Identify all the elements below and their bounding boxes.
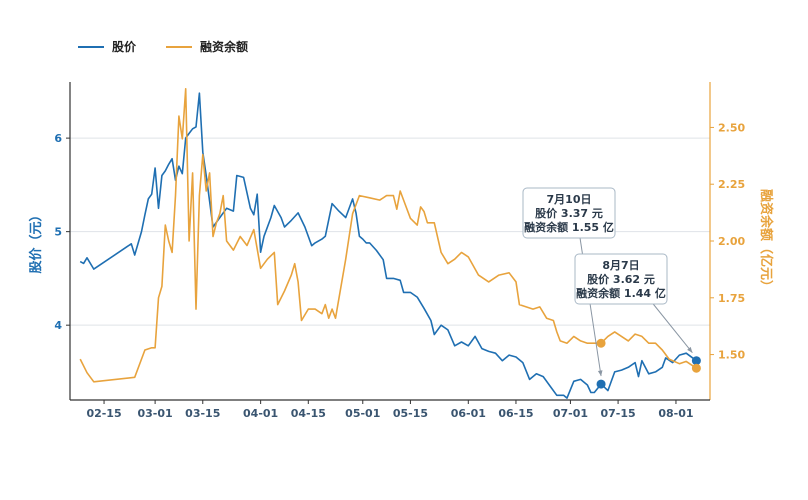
x-tick-label: 08-01 bbox=[658, 407, 693, 420]
annotation-text: 8月7日 bbox=[602, 259, 639, 272]
y-right-tick-label: 2.00 bbox=[718, 235, 745, 248]
x-tick-label: 05-01 bbox=[345, 407, 380, 420]
legend-item-margin: 融资余额 bbox=[166, 38, 248, 55]
y-right-tick-label: 1.75 bbox=[718, 292, 745, 305]
y-left-tick-label: 4 bbox=[54, 319, 62, 332]
series-line-price bbox=[79, 92, 697, 399]
annotation-text: 融资余额 1.44 亿 bbox=[576, 286, 666, 300]
x-tick-label: 06-01 bbox=[451, 407, 486, 420]
series-lines bbox=[79, 88, 697, 399]
y-axis-left-title: 股价（元） bbox=[28, 208, 44, 273]
x-tick-label: 04-15 bbox=[291, 407, 326, 420]
annotation-box bbox=[574, 253, 668, 305]
y-right-tick-label: 2.50 bbox=[718, 121, 745, 134]
legend-swatch-margin bbox=[166, 45, 193, 48]
x-tick-label: 06-15 bbox=[498, 407, 533, 420]
legend-item-price: 股价 bbox=[78, 38, 136, 55]
x-tick-label: 04-01 bbox=[243, 407, 278, 420]
y-right-tick-label: 2.25 bbox=[718, 178, 745, 191]
legend-swatch-price bbox=[78, 45, 104, 48]
x-tick-label: 02-15 bbox=[86, 407, 121, 420]
annotation-price-point bbox=[596, 379, 606, 389]
annotation-arrow-head bbox=[687, 346, 693, 353]
x-tick-label: 05-15 bbox=[393, 407, 428, 420]
legend: 股价 融资余额 bbox=[78, 38, 248, 55]
series-line-margin bbox=[79, 88, 697, 383]
annotation-text: 股价 3.62 元 bbox=[587, 273, 655, 286]
y-left-tick-label: 6 bbox=[54, 132, 62, 145]
annotation-arrow-head bbox=[597, 370, 603, 377]
x-tick-label: 07-01 bbox=[553, 407, 588, 420]
annotation-price-point bbox=[691, 356, 701, 366]
annotation-margin-point bbox=[596, 338, 606, 348]
y-left-tick-label: 5 bbox=[54, 226, 62, 239]
annotation-text: 7月10日 bbox=[547, 193, 592, 206]
annotation-text: 股价 3.37 元 bbox=[535, 207, 603, 220]
x-tick-label: 03-15 bbox=[185, 407, 220, 420]
y-right-tick-label: 1.50 bbox=[718, 349, 745, 362]
annotation-box bbox=[522, 187, 616, 239]
legend-label-price: 股价 bbox=[112, 40, 137, 54]
legend-label-margin: 融资余额 bbox=[200, 40, 249, 54]
x-tick-label: 07-15 bbox=[600, 407, 635, 420]
annotation-text: 融资余额 1.55 亿 bbox=[524, 220, 614, 234]
annotation-arrow bbox=[652, 303, 693, 354]
axes: 4 5 6 1.50 1.75 2.00 2.25 2.50 02-15 03-01 03-15 04… bbox=[54, 82, 745, 420]
x-tick-label: 03-01 bbox=[138, 407, 173, 420]
y-axis-right-title: 融资余额（亿元） bbox=[758, 189, 774, 293]
annotation-margin-point bbox=[691, 363, 701, 373]
